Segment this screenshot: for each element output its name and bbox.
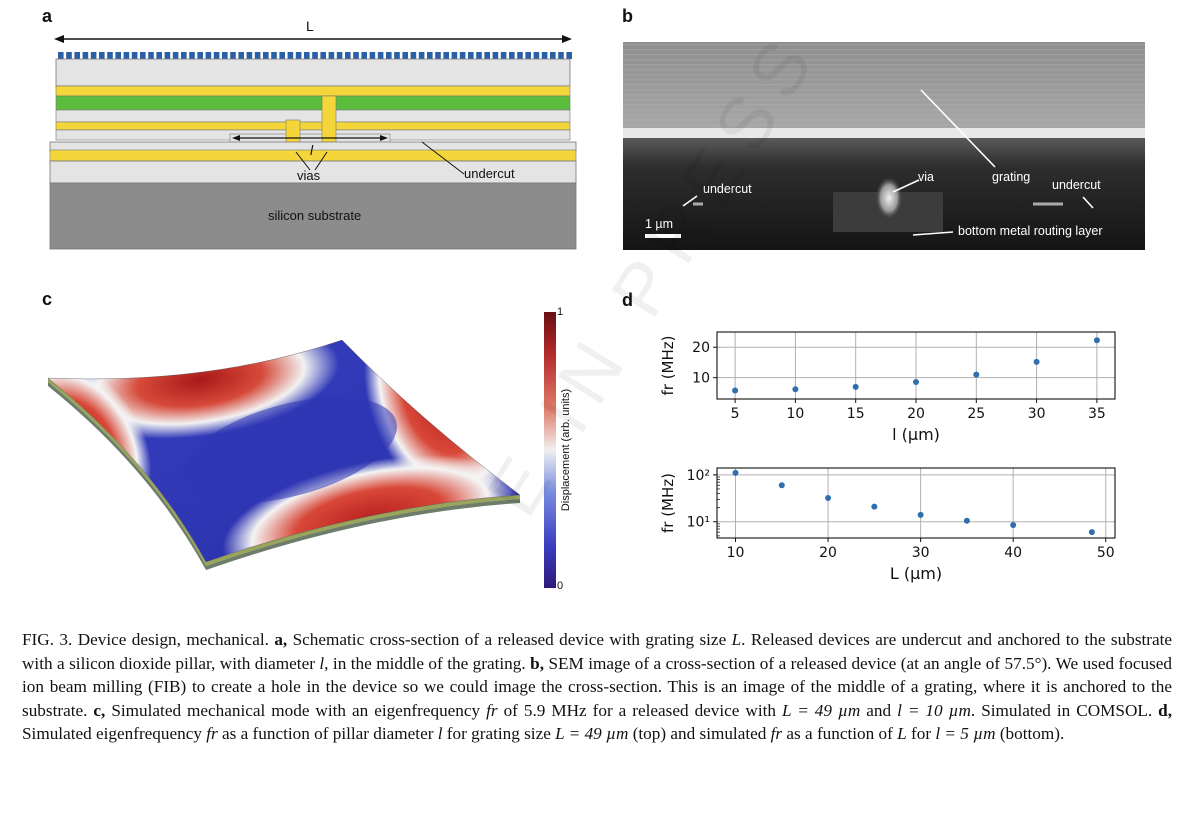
caption-c-text: . Simulated in COMSOL.	[970, 700, 1153, 720]
x-tick-label: 25	[967, 406, 985, 422]
x-tick-label: 40	[1004, 545, 1022, 561]
x-tick-label: 20	[819, 545, 837, 561]
caption-b-text: SEM image of a cross-section of a releas…	[22, 653, 1172, 720]
bottom-layer-label: bottom metal routing layer	[958, 224, 1103, 238]
x-tick-label: 15	[847, 406, 865, 422]
data-point	[913, 378, 919, 385]
x-tick-label: 50	[1097, 545, 1115, 561]
data-point	[778, 482, 785, 489]
grating-label: grating	[992, 170, 1031, 184]
x-axis-label: l (µm)	[892, 425, 940, 444]
sem-image	[623, 42, 1145, 250]
data-point	[963, 517, 970, 524]
data-point	[917, 511, 924, 518]
caption-var: fr	[206, 724, 218, 744]
x-tick-label: 30	[912, 545, 930, 561]
scale-bar-label: 1 µm	[645, 217, 674, 231]
chart-fr-vs-pillar: 5 10 15 20 25 30 35 10 20 l (µm) fr (MHz)	[659, 331, 1116, 444]
vias-label: vias	[297, 168, 321, 183]
caption-var: fr	[486, 700, 498, 720]
x-tick-label: 10	[727, 545, 745, 561]
x-tick-label: 5	[731, 406, 740, 422]
colorbar-min-label: 0	[557, 580, 564, 592]
caption-d-text: (top) and simulated	[628, 724, 771, 744]
data-point	[871, 503, 878, 510]
caption-a-text: Schematic cross-section of a released de…	[292, 630, 732, 649]
caption-d-text: Simulated eigenfrequency	[22, 724, 207, 744]
plot-frame	[716, 467, 1116, 539]
undercut-label: undercut	[464, 166, 515, 181]
data-point	[1010, 522, 1017, 529]
caption-eq: L = 49 µm	[555, 724, 629, 744]
caption-fig-label: FIG. 3.	[22, 630, 73, 649]
caption-c-text: and	[860, 700, 898, 720]
caption-a-text: , in the middle of the grating.	[324, 653, 526, 673]
caption-c-label: c,	[93, 700, 106, 720]
y-tick-label: 10	[692, 371, 710, 387]
caption-d-text: (bottom).	[995, 724, 1065, 744]
panel-b-letter: b	[622, 6, 633, 26]
data-point	[732, 387, 739, 394]
data-point	[852, 383, 859, 390]
via-label: via	[918, 170, 934, 184]
figure-caption: FIG. 3. Device design, mechanical. a, Sc…	[22, 628, 1172, 746]
caption-var: L	[897, 724, 907, 744]
panel-c-letter: c	[42, 289, 53, 309]
grating-size-label: L	[306, 18, 314, 34]
panel-d-letter: d	[622, 290, 633, 310]
colorbar-axis-label: Displacement (arb. units)	[560, 388, 572, 512]
y-tick-label: 10²	[687, 468, 710, 484]
colorbar	[544, 312, 556, 588]
data-point	[1093, 337, 1100, 344]
x-tick-label: 20	[907, 406, 925, 422]
x-tick-label: 30	[1028, 406, 1046, 422]
x-tick-label: 10	[786, 406, 804, 422]
data-point	[792, 386, 799, 393]
eigenfrequency-charts: 5 10 15 20 25 30 35 10 20 l (µm) fr (MHz) 10 20 30 40…	[659, 331, 1116, 583]
caption-var: fr	[770, 724, 783, 744]
caption-c-text: of 5.9 MHz for a released device with	[497, 700, 782, 720]
caption-a-text: . Released devices are undercut and anch…	[22, 630, 1173, 673]
x-axis-label: L (µm)	[890, 564, 942, 583]
caption-eq: L = 49 µm	[781, 700, 861, 720]
data-point	[825, 495, 832, 502]
caption-d-text: as a function of pillar diameter	[217, 724, 438, 744]
pillar-diameter-label: l	[310, 142, 314, 158]
caption-d-text: as a function of	[782, 724, 898, 744]
chart-fr-vs-grating-size: 10 20 30 40 50 10¹ 10² L (µm) fr (MHz)	[659, 467, 1116, 583]
data-point	[1088, 529, 1095, 536]
caption-d-text: for	[906, 724, 936, 744]
caption-title: Device design, mechanical.	[77, 630, 269, 649]
y-axis-label: fr (MHz)	[659, 335, 677, 395]
y-tick-label: 10¹	[687, 515, 710, 531]
undercut-left-label: undercut	[703, 182, 752, 196]
mode-shape-plot	[47, 339, 521, 570]
data-point	[973, 371, 980, 378]
caption-var: l	[319, 653, 325, 673]
caption-c-text: Simulated mechanical mode with an eigenf…	[111, 700, 487, 720]
caption-eq: l = 5 µm	[935, 724, 996, 744]
caption-var: l	[437, 724, 443, 744]
x-tick-label: 35	[1088, 406, 1106, 422]
substrate-label: silicon substrate	[268, 208, 362, 223]
caption-d-text: for grating size	[442, 724, 556, 744]
panel-a-schematic	[49, 35, 577, 250]
panel-a-letter: a	[42, 6, 53, 26]
colorbar-max-label: 1	[557, 306, 564, 318]
data-point	[732, 469, 739, 476]
undercut-right-label: undercut	[1052, 178, 1101, 192]
y-tick-label: 20	[692, 340, 710, 356]
grating-teeth	[58, 52, 572, 59]
caption-d-label: d,	[1158, 700, 1173, 720]
caption-b-label: b,	[530, 653, 544, 673]
caption-eq: l = 10 µm	[897, 700, 971, 720]
data-point	[1033, 358, 1040, 365]
caption-a-label: a,	[274, 630, 288, 649]
y-axis-label: fr (MHz)	[659, 473, 677, 533]
caption-var: L	[731, 630, 742, 649]
